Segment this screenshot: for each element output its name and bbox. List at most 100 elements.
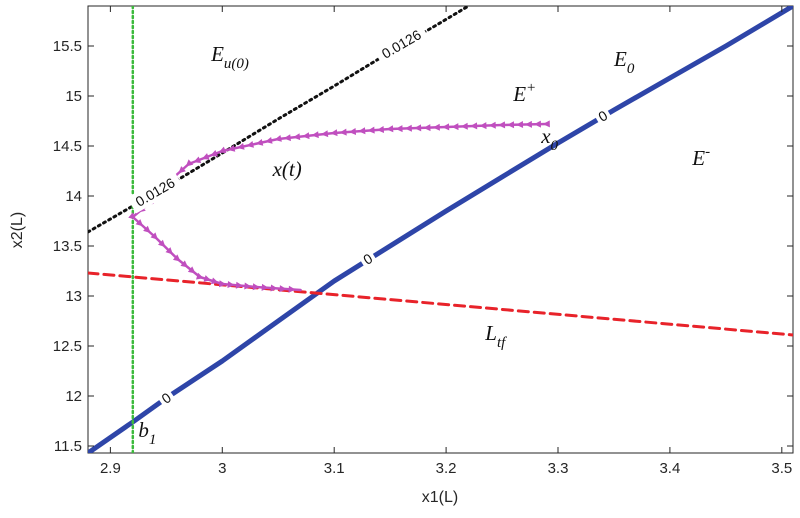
trajectory-arrow: [488, 121, 496, 129]
y-tick-label: 13.5: [53, 238, 82, 255]
trajectory-arrow: [236, 142, 245, 150]
trajectory-arrow: [227, 281, 235, 289]
y-tick-label: 14.5: [53, 138, 82, 155]
x-tick-label: 3.4: [659, 460, 680, 477]
series-ltf: [88, 271, 793, 337]
y-axis-label: x2(L): [9, 212, 26, 248]
annotation: Eu(0): [210, 42, 249, 72]
trajectory-arrow: [423, 124, 431, 132]
trajectory-arrow: [128, 212, 136, 220]
trajectory-arrow: [235, 281, 244, 289]
contour-label-bg: [357, 247, 379, 271]
trajectory-arrow: [442, 123, 450, 131]
trajectory-arrow: [178, 166, 186, 174]
annotation-main: x(t): [272, 157, 302, 181]
y-tick-label: 13: [65, 288, 82, 305]
trajectory-arrow: [288, 285, 296, 293]
trajectory-arrow: [516, 121, 524, 129]
trajectory-arrow: [261, 283, 269, 291]
trajectory-arrow: [201, 153, 210, 160]
trajectory-arrow: [330, 129, 338, 137]
trajectory-arrow: [386, 125, 394, 133]
trajectory-arrow: [292, 133, 301, 141]
annotation-subscript: u(0): [224, 56, 249, 72]
trajectory-arrow: [172, 254, 181, 262]
annotation-main: b: [138, 418, 149, 442]
trajectory-arrow: [414, 124, 422, 132]
trajectory-arrow: [143, 225, 151, 233]
y-tick-label: 12: [65, 388, 82, 405]
trajectory-arrow: [185, 159, 194, 167]
trajectory-arrow: [395, 125, 403, 133]
trajectory-arrow: [302, 132, 310, 140]
trajectory-arrow: [432, 123, 440, 131]
contour-label-e0: 0: [592, 104, 614, 128]
y-tick-label: 14: [65, 188, 82, 205]
annotation-superscript: -: [705, 144, 710, 160]
tick-layer: 2.9 3 3.1 3.2 3.3 3.4 3.5 11.5 12 12.5 13 13.5 14 14.…: [53, 6, 793, 477]
trajectory-arrow: [320, 130, 329, 138]
series-line-ltf: [88, 271, 793, 337]
trajectory-arrow: [524, 120, 532, 128]
annotation-subscript: tf: [497, 335, 507, 351]
y-tick-label: 15.5: [53, 38, 82, 55]
annotation: x0: [540, 124, 558, 154]
contour-label-e0: 0: [155, 386, 178, 410]
series-layer: [88, 6, 793, 453]
trajectory-arrow: [264, 136, 273, 144]
trajectory-arrow: [339, 128, 347, 136]
trajectory-arrow: [470, 122, 478, 130]
annotation-subscript: 1: [149, 432, 157, 448]
trajectory-arrow: [404, 124, 412, 132]
trajectory-arrow: [193, 156, 202, 163]
trajectory-arrow: [210, 277, 219, 285]
trajectory-arrow: [270, 284, 278, 292]
trajectory-arrow: [255, 138, 264, 146]
trajectory-arrow: [479, 122, 487, 130]
x-tick-label: 3: [218, 460, 226, 477]
trajectory-arrow: [279, 285, 287, 293]
trajectory-arrow: [283, 134, 291, 142]
x-tick-label: 3.2: [436, 460, 457, 477]
x-tick-label: 3.5: [771, 460, 792, 477]
annotation-main: L: [484, 321, 497, 345]
annotation: b1: [138, 418, 156, 448]
trajectory-arrow: [542, 120, 550, 128]
series-line-e0: [88, 6, 793, 453]
trajectory-arrow: [218, 146, 227, 154]
y-tick-label: 12.5: [53, 338, 82, 355]
x-tick-label: 2.9: [100, 460, 121, 477]
annotation-main: E: [613, 47, 627, 71]
trajectory-arrow: [246, 140, 254, 148]
contour-label-bg: [155, 386, 178, 410]
trajectory-arrow: [244, 282, 252, 290]
annotation-main: E: [691, 146, 705, 170]
annotation-subscript: 0: [551, 138, 559, 154]
trajectory-arrow: [460, 122, 468, 130]
annotation: x(t): [272, 157, 302, 181]
annotation-superscript: +: [526, 80, 536, 96]
contour-label-bg: [592, 104, 614, 128]
annotation-main: E: [512, 82, 526, 106]
annotation: E+: [512, 80, 536, 106]
contour-label-bg: [373, 22, 430, 66]
trajectory-arrow: [150, 232, 158, 240]
annotation: E0: [613, 47, 635, 77]
contour-label-bg: [127, 170, 183, 214]
annotation-main: x: [540, 124, 551, 148]
trajectory-arrow: [227, 144, 236, 152]
x-tick-label: 3.3: [548, 460, 569, 477]
trajectory-arrow: [311, 131, 319, 139]
trajectory-arrow: [219, 280, 227, 288]
trajectory-arrow: [451, 123, 459, 131]
trajectory-arrow: [187, 266, 196, 274]
trajectory-arrow: [498, 121, 506, 129]
trajectory-arrow: [195, 272, 204, 280]
trajectory-arrow: [358, 127, 366, 135]
trajectory-arrow: [210, 149, 218, 157]
trajectory-arrow: [507, 121, 515, 129]
trajectory-arrow: [348, 127, 357, 135]
trajectory-arrow: [135, 219, 144, 227]
y-tick-label: 11.5: [54, 438, 82, 455]
